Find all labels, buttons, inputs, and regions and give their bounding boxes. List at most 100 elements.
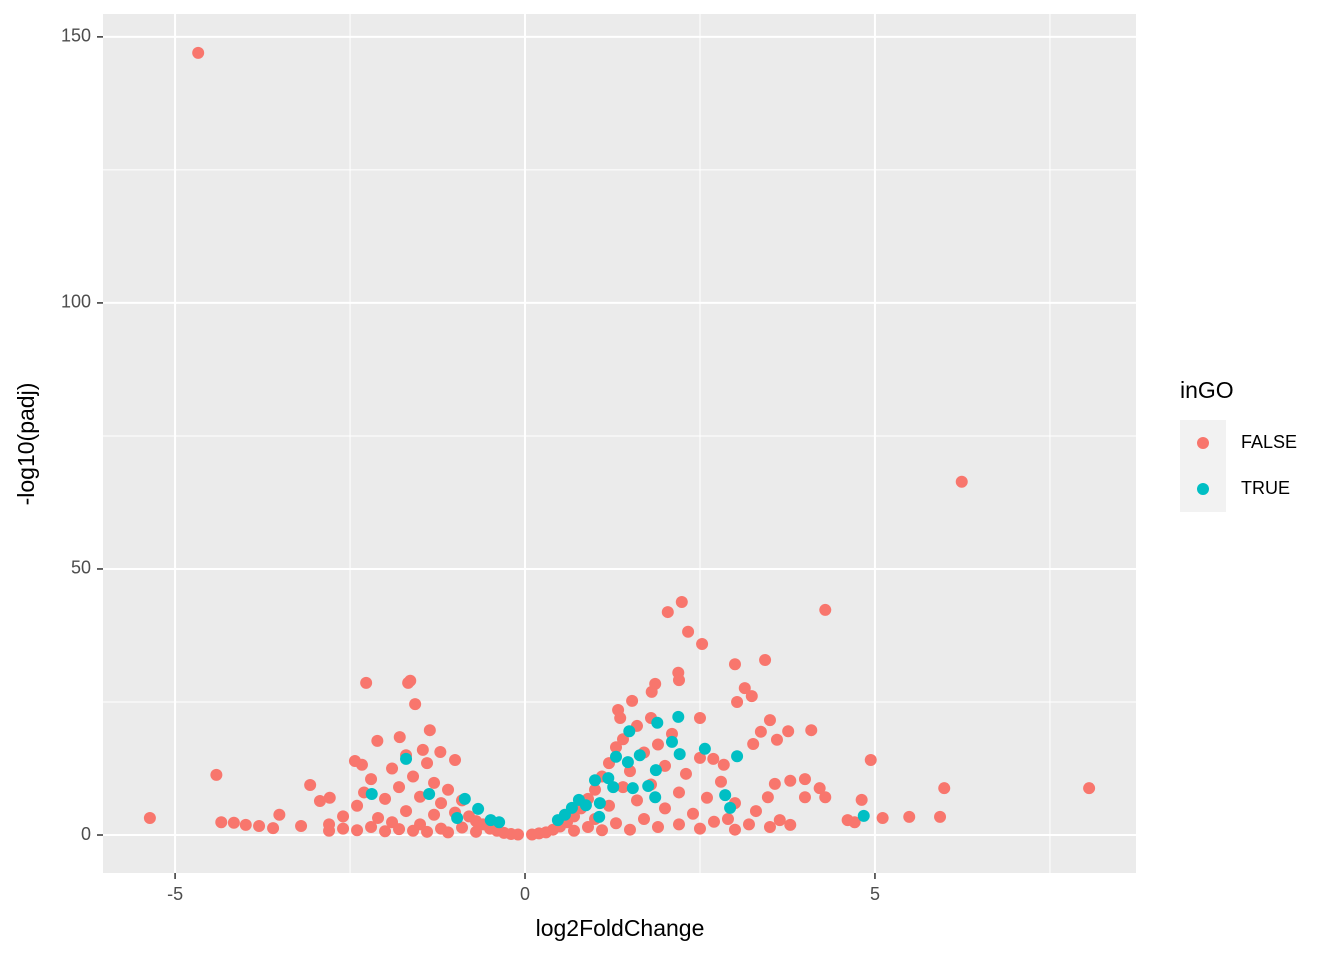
point [651,716,664,729]
point [589,774,602,787]
point [623,823,636,836]
point [649,791,662,804]
point [798,773,811,786]
grid [103,14,1136,873]
point [864,753,877,766]
point [239,818,252,831]
point [610,750,623,763]
point [658,759,671,772]
y-tick-label: 100 [61,292,91,312]
point [658,802,671,815]
point [707,815,720,828]
point [351,824,364,837]
legend: FALSE TRUE [1180,420,1297,512]
point [456,821,469,834]
point [360,676,373,689]
point [672,710,685,723]
point [582,821,595,834]
point [428,776,441,789]
x-tick-label: 0 [520,884,530,904]
point [759,653,772,666]
point [253,819,266,832]
point [493,816,506,829]
y-tick-label: 150 [61,26,91,46]
point [227,816,240,829]
legend-label: FALSE [1241,432,1297,452]
point [593,797,606,810]
point [355,758,368,771]
point [768,777,781,790]
point [616,781,629,794]
points [143,46,1096,841]
point [819,603,832,616]
point [672,818,685,831]
point [512,828,525,841]
point [672,674,685,687]
point [371,734,384,747]
x-axis-label: log2FoldChange [536,915,705,941]
point [393,731,406,744]
point [393,823,406,836]
point [215,816,228,829]
point [565,801,578,814]
point [696,637,709,650]
point [770,733,783,746]
point [649,764,662,777]
point [761,791,774,804]
point [593,810,606,823]
point [630,794,643,807]
x-tick-label: 5 [870,884,880,904]
point [428,808,441,821]
point [693,751,706,764]
point [1083,782,1096,795]
point [633,749,646,762]
y-tick-label: 50 [71,558,91,578]
point [610,817,623,830]
point [731,695,744,708]
point [763,714,776,727]
point [855,793,868,806]
point [938,782,951,795]
point [313,794,326,807]
point [295,819,308,832]
point [400,752,413,765]
point [903,810,916,823]
point [626,782,639,795]
legend-label: TRUE [1241,478,1290,498]
point [754,725,767,738]
point [404,674,417,687]
point [747,738,760,751]
point [773,814,786,827]
point [337,810,350,823]
point [651,821,664,834]
point [805,724,818,737]
point [728,658,741,671]
point [409,698,422,711]
point [365,788,378,801]
point [421,825,434,838]
panel [103,14,1136,873]
point [614,711,627,724]
point [416,743,429,756]
point [434,746,447,759]
point [798,791,811,804]
point [707,752,720,765]
point [813,782,826,795]
point [610,741,623,754]
point [784,818,797,831]
point [693,711,706,724]
point [693,822,706,835]
point [458,792,471,805]
point [651,738,664,751]
y-tick-label: 0 [81,824,91,844]
point [642,780,655,793]
point [435,797,448,810]
legend-key [1197,437,1209,449]
point [665,735,678,748]
point [621,756,634,769]
point [675,595,688,608]
point [717,758,730,771]
legend-key [1197,483,1209,495]
point [210,768,223,781]
